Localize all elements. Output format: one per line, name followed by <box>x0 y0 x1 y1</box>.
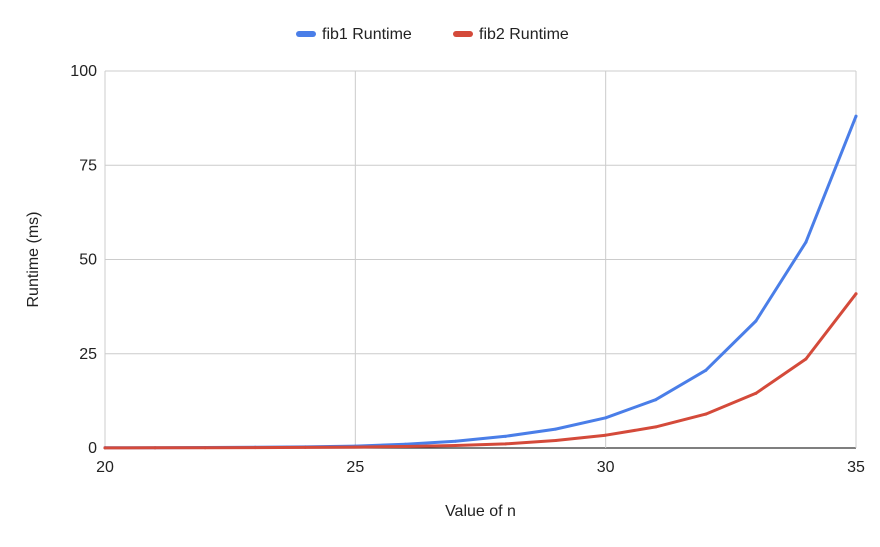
y-axis-ticks: 0 25 50 75 100 <box>70 63 97 457</box>
legend-label: fib1 Runtime <box>322 26 412 43</box>
data-point <box>403 444 407 448</box>
y-tick-label: 0 <box>88 440 97 457</box>
x-tick-label: 30 <box>597 459 615 476</box>
x-axis-title: Value of n <box>445 503 516 520</box>
data-point <box>654 425 658 429</box>
x-tick-label: 25 <box>346 459 364 476</box>
data-point <box>554 438 558 442</box>
y-tick-label: 100 <box>70 63 97 80</box>
data-point <box>554 427 558 431</box>
y-axis-title: Runtime (ms) <box>25 211 42 307</box>
data-point <box>704 368 708 372</box>
y-tick-label: 50 <box>79 252 97 269</box>
data-point <box>203 446 207 450</box>
legend-swatch <box>296 31 316 37</box>
x-tick-label: 35 <box>847 459 865 476</box>
data-point <box>303 445 307 449</box>
data-point <box>654 398 658 402</box>
gridlines <box>104 70 857 449</box>
y-tick-label: 25 <box>79 346 97 363</box>
data-point <box>604 416 608 420</box>
data-point <box>854 292 858 296</box>
series-lines <box>103 114 858 450</box>
data-point <box>804 240 808 244</box>
legend-label: fib2 Runtime <box>479 26 569 43</box>
data-point <box>754 319 758 323</box>
data-point <box>403 442 407 446</box>
data-point <box>453 444 457 448</box>
data-point <box>804 357 808 361</box>
y-tick-label: 75 <box>79 157 97 174</box>
legend: fib1 Runtime fib2 Runtime <box>296 26 569 43</box>
data-point <box>754 391 758 395</box>
data-point <box>854 114 858 118</box>
legend-swatch <box>453 31 473 37</box>
data-point <box>453 439 457 443</box>
data-point <box>704 412 708 416</box>
data-point <box>153 446 157 450</box>
series-line-2 <box>103 292 858 450</box>
data-point <box>604 433 608 437</box>
x-axis-ticks: 20 25 30 35 <box>96 459 865 476</box>
data-point <box>353 445 357 449</box>
data-point <box>504 434 508 438</box>
x-tick-label: 20 <box>96 459 114 476</box>
data-point <box>504 442 508 446</box>
data-point <box>253 446 257 450</box>
data-point <box>103 446 107 450</box>
